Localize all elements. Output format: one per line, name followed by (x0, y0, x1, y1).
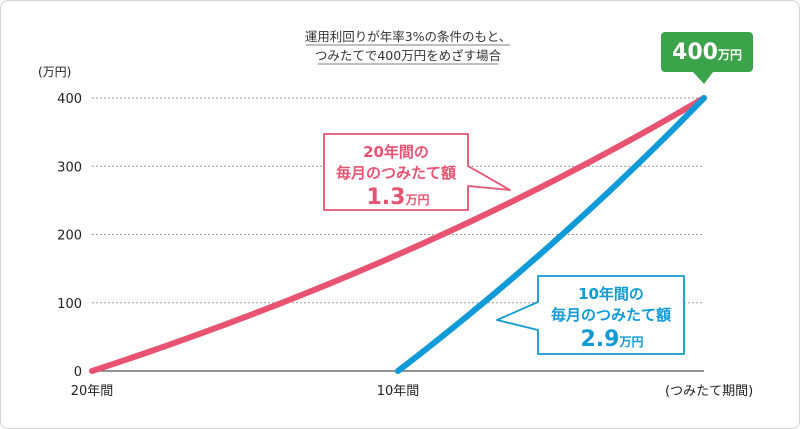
blue-callout-box (496, 275, 685, 355)
blue-series-callout: 10年間の 毎月のつみたて額 2.9万円 (496, 275, 685, 355)
end-badge-box (661, 32, 753, 72)
red-callout-box (323, 133, 511, 211)
red-series-callout: 20年間の 毎月のつみたて額 1.3万円 (323, 133, 511, 211)
chart-title-line-1: 運用利回りが年率3%の条件のもと、 (305, 29, 512, 44)
red-callout-unit: 万円 (404, 193, 429, 207)
blue-callout-line-1: 10年間の (578, 285, 644, 303)
blue-callout-value: 2.9 (581, 327, 620, 352)
end-value-badge: 400万円 (661, 32, 753, 84)
y-tick-400: 400 (57, 92, 82, 107)
blue-callout-line-2: 毎月のつみたて額 (551, 306, 671, 324)
chart-title-line-2: つみたてで400万円をめざす場合 (315, 48, 502, 63)
x-axis-label: (つみたて期間) (665, 384, 753, 399)
blue-callout-amount: 2.9万円 (581, 327, 644, 352)
x-tick-labels: 20年間 10年間 (71, 384, 420, 399)
x-tick-0: 20年間 (71, 384, 114, 399)
series-line-red (89, 95, 707, 374)
red-callout-line-2: 毎月のつみたて額 (336, 164, 456, 182)
y-axis-unit: (万円) (38, 65, 71, 79)
red-callout-amount: 1.3万円 (367, 185, 430, 210)
end-badge-value: 400 (672, 40, 718, 65)
y-tick-200: 200 (57, 229, 82, 244)
end-badge-unit: 万円 (717, 48, 742, 62)
y-tick-0: 0 (74, 365, 82, 380)
y-tick-100: 100 (57, 297, 82, 312)
y-tick-labels: 0 100 200 300 400 (57, 92, 82, 380)
x-tick-10: 10年間 (377, 384, 420, 399)
red-callout-line-1: 20年間の (363, 143, 429, 161)
series-line-blue (395, 95, 707, 374)
end-badge-text: 400万円 (672, 40, 742, 65)
red-callout-value: 1.3 (367, 185, 406, 210)
blue-callout-unit: 万円 (618, 335, 643, 349)
series-lines (89, 95, 707, 374)
end-badge-pointer (693, 72, 713, 84)
y-tick-300: 300 (57, 160, 82, 175)
